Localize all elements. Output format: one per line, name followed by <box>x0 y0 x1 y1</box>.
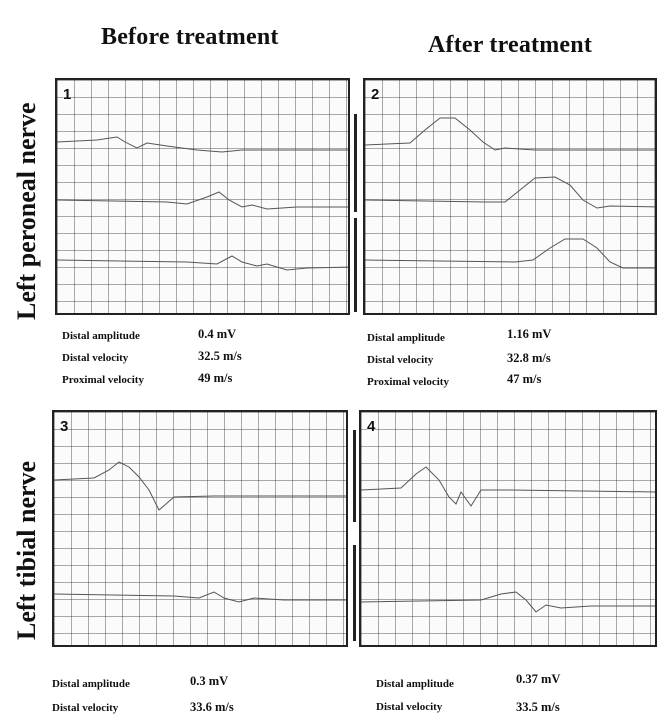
measurement-value: 1.16 mV <box>507 327 552 341</box>
measurement-value: 32.8 m/s <box>507 351 551 365</box>
measurement-label: Distal amplitude <box>62 330 140 342</box>
column-title-before: Before treatment <box>101 24 279 50</box>
measurements-panel-4: Distal amplitude 0.37 mV Distal velocity… <box>376 672 656 720</box>
panel-3-traces <box>54 461 346 603</box>
measurement-value: 32.5 m/s <box>198 349 242 363</box>
measurement-label: Proximal velocity <box>367 376 449 388</box>
measurements-panel-3: Distal amplitude 0.3 mV Distal velocity … <box>52 674 342 720</box>
measurement-label: Distal velocity <box>62 352 129 364</box>
measurements-panel-2: Distal amplitude 1.16 mV Distal velocity… <box>367 327 647 400</box>
measurement-value: 0.4 mV <box>198 327 237 341</box>
measurement-label: Distal velocity <box>376 701 443 713</box>
measurement-value: 33.5 m/s <box>516 700 560 714</box>
trace-3a <box>54 461 346 511</box>
panel-4-traces <box>361 466 655 613</box>
measurement-label: Distal velocity <box>52 702 119 714</box>
trace-1c <box>57 255 348 271</box>
measurement-value: 33.6 m/s <box>190 700 234 714</box>
row-title-peroneal: Left peroneal nerve <box>12 102 41 320</box>
separator <box>354 218 357 312</box>
row-title-tibial: Left tibial nerve <box>12 460 41 640</box>
measurement-label: Proximal velocity <box>62 374 144 386</box>
measurement-label: Distal amplitude <box>367 332 445 344</box>
measurement-label: Distal amplitude <box>376 678 454 690</box>
measurement-label: Distal amplitude <box>52 678 130 690</box>
measurement-label: Distal velocity <box>367 354 434 366</box>
panel-3: 3 <box>52 410 348 647</box>
panel-number: 3 <box>60 418 69 435</box>
separator <box>354 114 357 212</box>
trace-2c <box>365 238 655 269</box>
measurement-value: 49 m/s <box>198 371 233 385</box>
separator <box>353 545 356 641</box>
panel-2-traces <box>365 117 655 269</box>
trace-1b <box>57 191 348 210</box>
measurement-value: 0.37 mV <box>516 672 561 686</box>
trace-4a <box>361 466 655 507</box>
separator <box>353 430 356 522</box>
measurements-panel-1: Distal amplitude 0.4 mV Distal velocity … <box>62 327 342 400</box>
panel-2: 2 <box>363 78 657 315</box>
measurement-value: 0.3 mV <box>190 674 229 688</box>
measurement-value: 47 m/s <box>507 372 542 386</box>
trace-3b <box>54 591 346 603</box>
panel-1-traces <box>57 136 348 271</box>
panel-1: 1 <box>55 78 350 315</box>
trace-1a <box>57 136 348 153</box>
trace-4b <box>361 591 655 613</box>
trace-2a <box>365 117 655 151</box>
column-title-after: After treatment <box>428 32 593 58</box>
panel-number: 4 <box>367 418 376 435</box>
panel-4: 4 <box>359 410 657 647</box>
panel-number: 1 <box>63 86 72 103</box>
panel-number: 2 <box>371 86 380 103</box>
trace-2b <box>365 176 655 209</box>
